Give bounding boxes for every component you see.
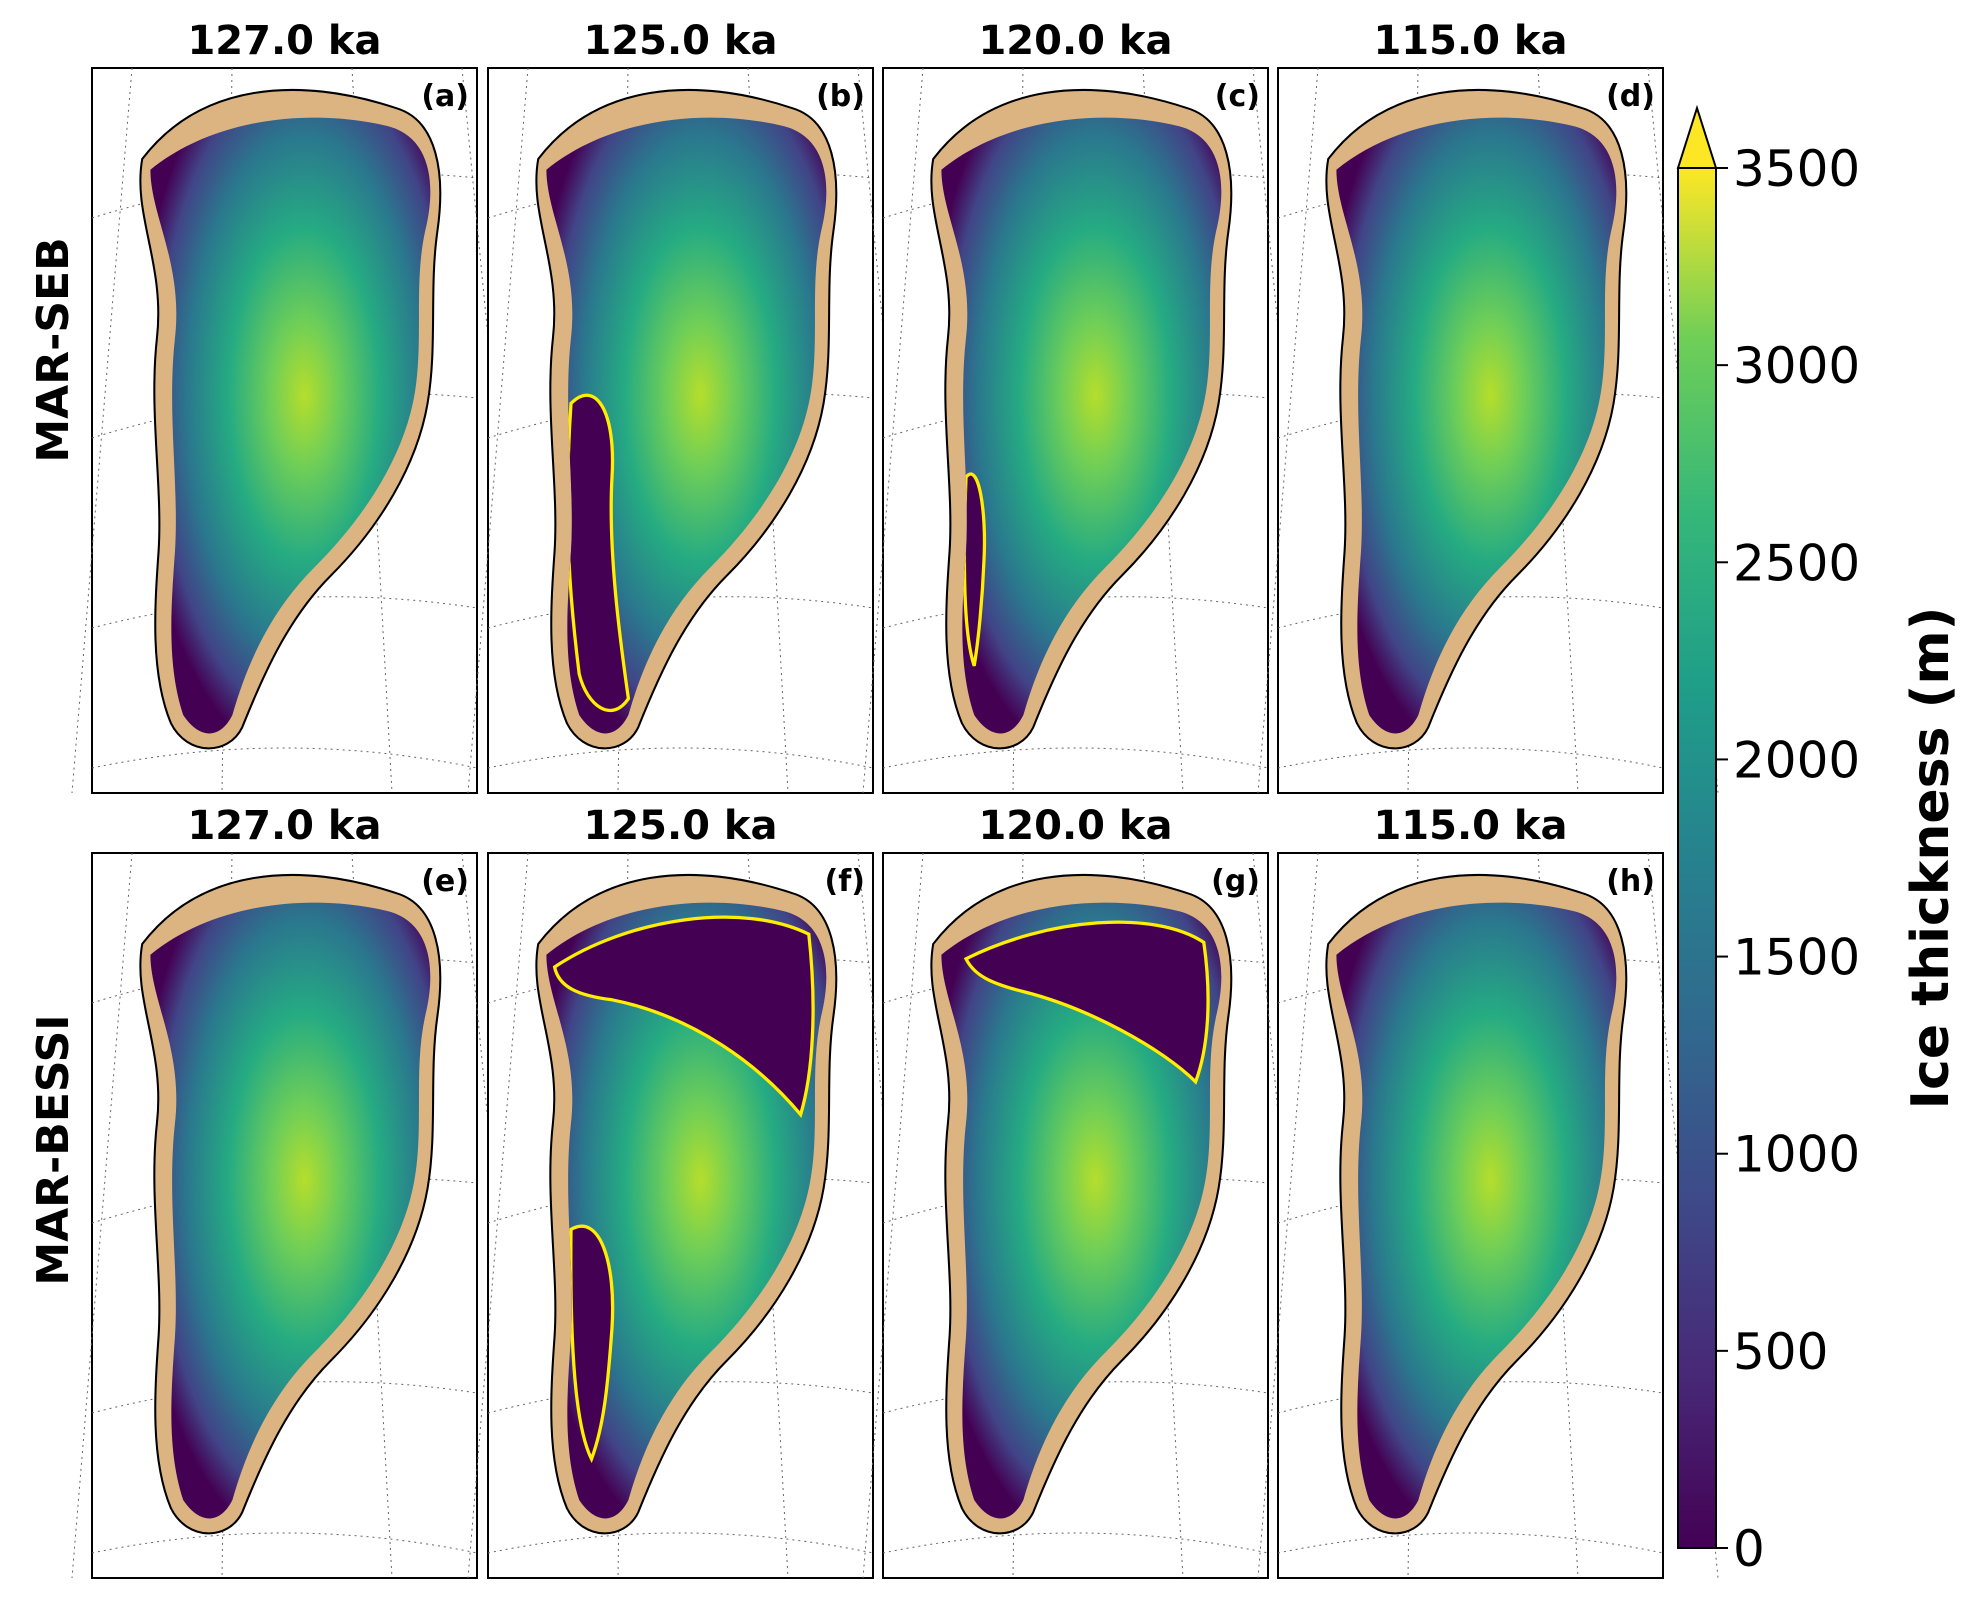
row-label-mar-seb: MAR-SEB xyxy=(28,237,79,462)
colorbar-tick-label: 500 xyxy=(1733,1323,1828,1381)
colorbar: 0 500 1000 1500 2000 2500 3000 3500 Ice thickne… xyxy=(1676,104,1961,1578)
map-panel-8: 115.0 ka (h) xyxy=(1257,803,1719,1579)
row-label-top: MAR-SEB xyxy=(28,237,79,462)
row-label-mar-bessi: MAR-BESSI xyxy=(28,1014,79,1285)
panel-letter: (c) xyxy=(1215,79,1260,114)
colorbar-tick-label: 1000 xyxy=(1733,1126,1860,1184)
panel-letter: (d) xyxy=(1606,79,1655,114)
map-panel-3: 120.0 ka (c) xyxy=(862,18,1324,794)
panel-letter: (f) xyxy=(825,864,865,899)
map-panel-6: 125.0 ka (f) xyxy=(467,803,929,1579)
panel-title: 115.0 ka xyxy=(1373,803,1567,849)
ice-free-contour xyxy=(552,915,815,1464)
colorbar-tick-label: 2500 xyxy=(1733,534,1860,592)
map-panel-7: 120.0 ka (g) xyxy=(862,803,1324,1579)
greenland-map xyxy=(930,873,1233,1535)
colorbar-extend-arrow xyxy=(1676,104,1718,169)
map-panel-2: 125.0 ka (b) xyxy=(467,18,929,794)
panel-letter: (e) xyxy=(421,864,469,899)
colorbar-title: Ice thickness (m) xyxy=(1901,607,1961,1110)
panel-title: 120.0 ka xyxy=(978,18,1172,64)
map-panel-5: 127.0 ka (e) xyxy=(71,803,533,1579)
ice-free-contour xyxy=(565,393,631,712)
panel-title: 127.0 ka xyxy=(187,803,381,849)
colorbar-tick-label: 2000 xyxy=(1733,731,1860,789)
colorbar-bar xyxy=(1677,167,1717,1549)
ice-free-contour xyxy=(962,472,987,667)
colorbar-tick-label: 3500 xyxy=(1733,140,1860,198)
panel-letter: (h) xyxy=(1606,864,1655,899)
colorbar-tick-label: 3000 xyxy=(1733,337,1860,395)
panel-title: 120.0 ka xyxy=(978,803,1172,849)
panel-letter: (a) xyxy=(421,79,469,114)
panel-letter: (g) xyxy=(1211,864,1260,899)
greenland-map xyxy=(535,88,838,750)
greenland-map xyxy=(535,873,838,1535)
colorbar-ticks: 0 500 1000 1500 2000 2500 3000 3500 xyxy=(1716,140,1860,1578)
panel-letter: (b) xyxy=(816,79,865,114)
panel-title: 125.0 ka xyxy=(583,18,777,64)
colorbar-tick-label: 1500 xyxy=(1733,929,1860,987)
map-panel-1: 127.0 ka (a) xyxy=(71,18,533,794)
ice-free-contour xyxy=(963,920,1210,1085)
panel-title: 115.0 ka xyxy=(1373,18,1567,64)
greenland-map xyxy=(930,88,1233,750)
map-panel-4: 115.0 ka (d) xyxy=(1257,18,1719,794)
row-label-bottom: MAR-BESSI xyxy=(28,1014,79,1285)
panel-title: 127.0 ka xyxy=(187,18,381,64)
colorbar-tick-label: 0 xyxy=(1733,1520,1765,1578)
panel-title: 125.0 ka xyxy=(583,803,777,849)
map-panels-grid: 127.0 ka(a)125.0 ka(b)120.0 ka(c)115.0 k… xyxy=(71,18,1719,1579)
